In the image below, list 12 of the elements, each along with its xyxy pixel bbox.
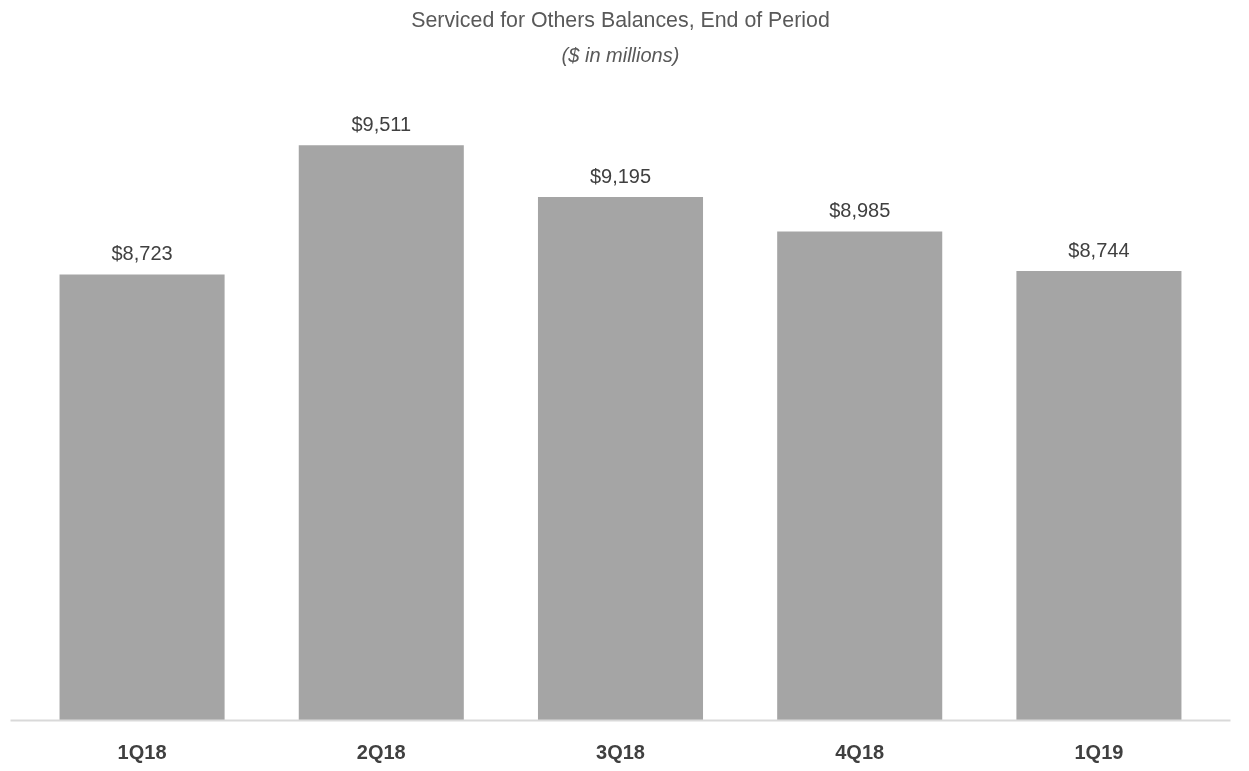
x-tick-label: 1Q19 bbox=[1074, 740, 1124, 763]
data-label: $9,195 bbox=[589, 165, 652, 188]
chart-subtitle: ($ in millions) bbox=[561, 43, 680, 66]
x-tick-label: 2Q18 bbox=[356, 740, 406, 763]
data-label: $8,744 bbox=[1068, 238, 1130, 261]
chart-title: Serviced for Others Balances, End of Period bbox=[411, 7, 830, 32]
x-tick-label: 1Q18 bbox=[117, 740, 167, 763]
data-label: $8,985 bbox=[829, 199, 891, 222]
x-tick-label: 4Q18 bbox=[835, 740, 885, 763]
x-tick-label: 3Q18 bbox=[596, 740, 645, 763]
data-label: $8,723 bbox=[111, 242, 173, 265]
data-label: $9,511 bbox=[351, 113, 412, 136]
